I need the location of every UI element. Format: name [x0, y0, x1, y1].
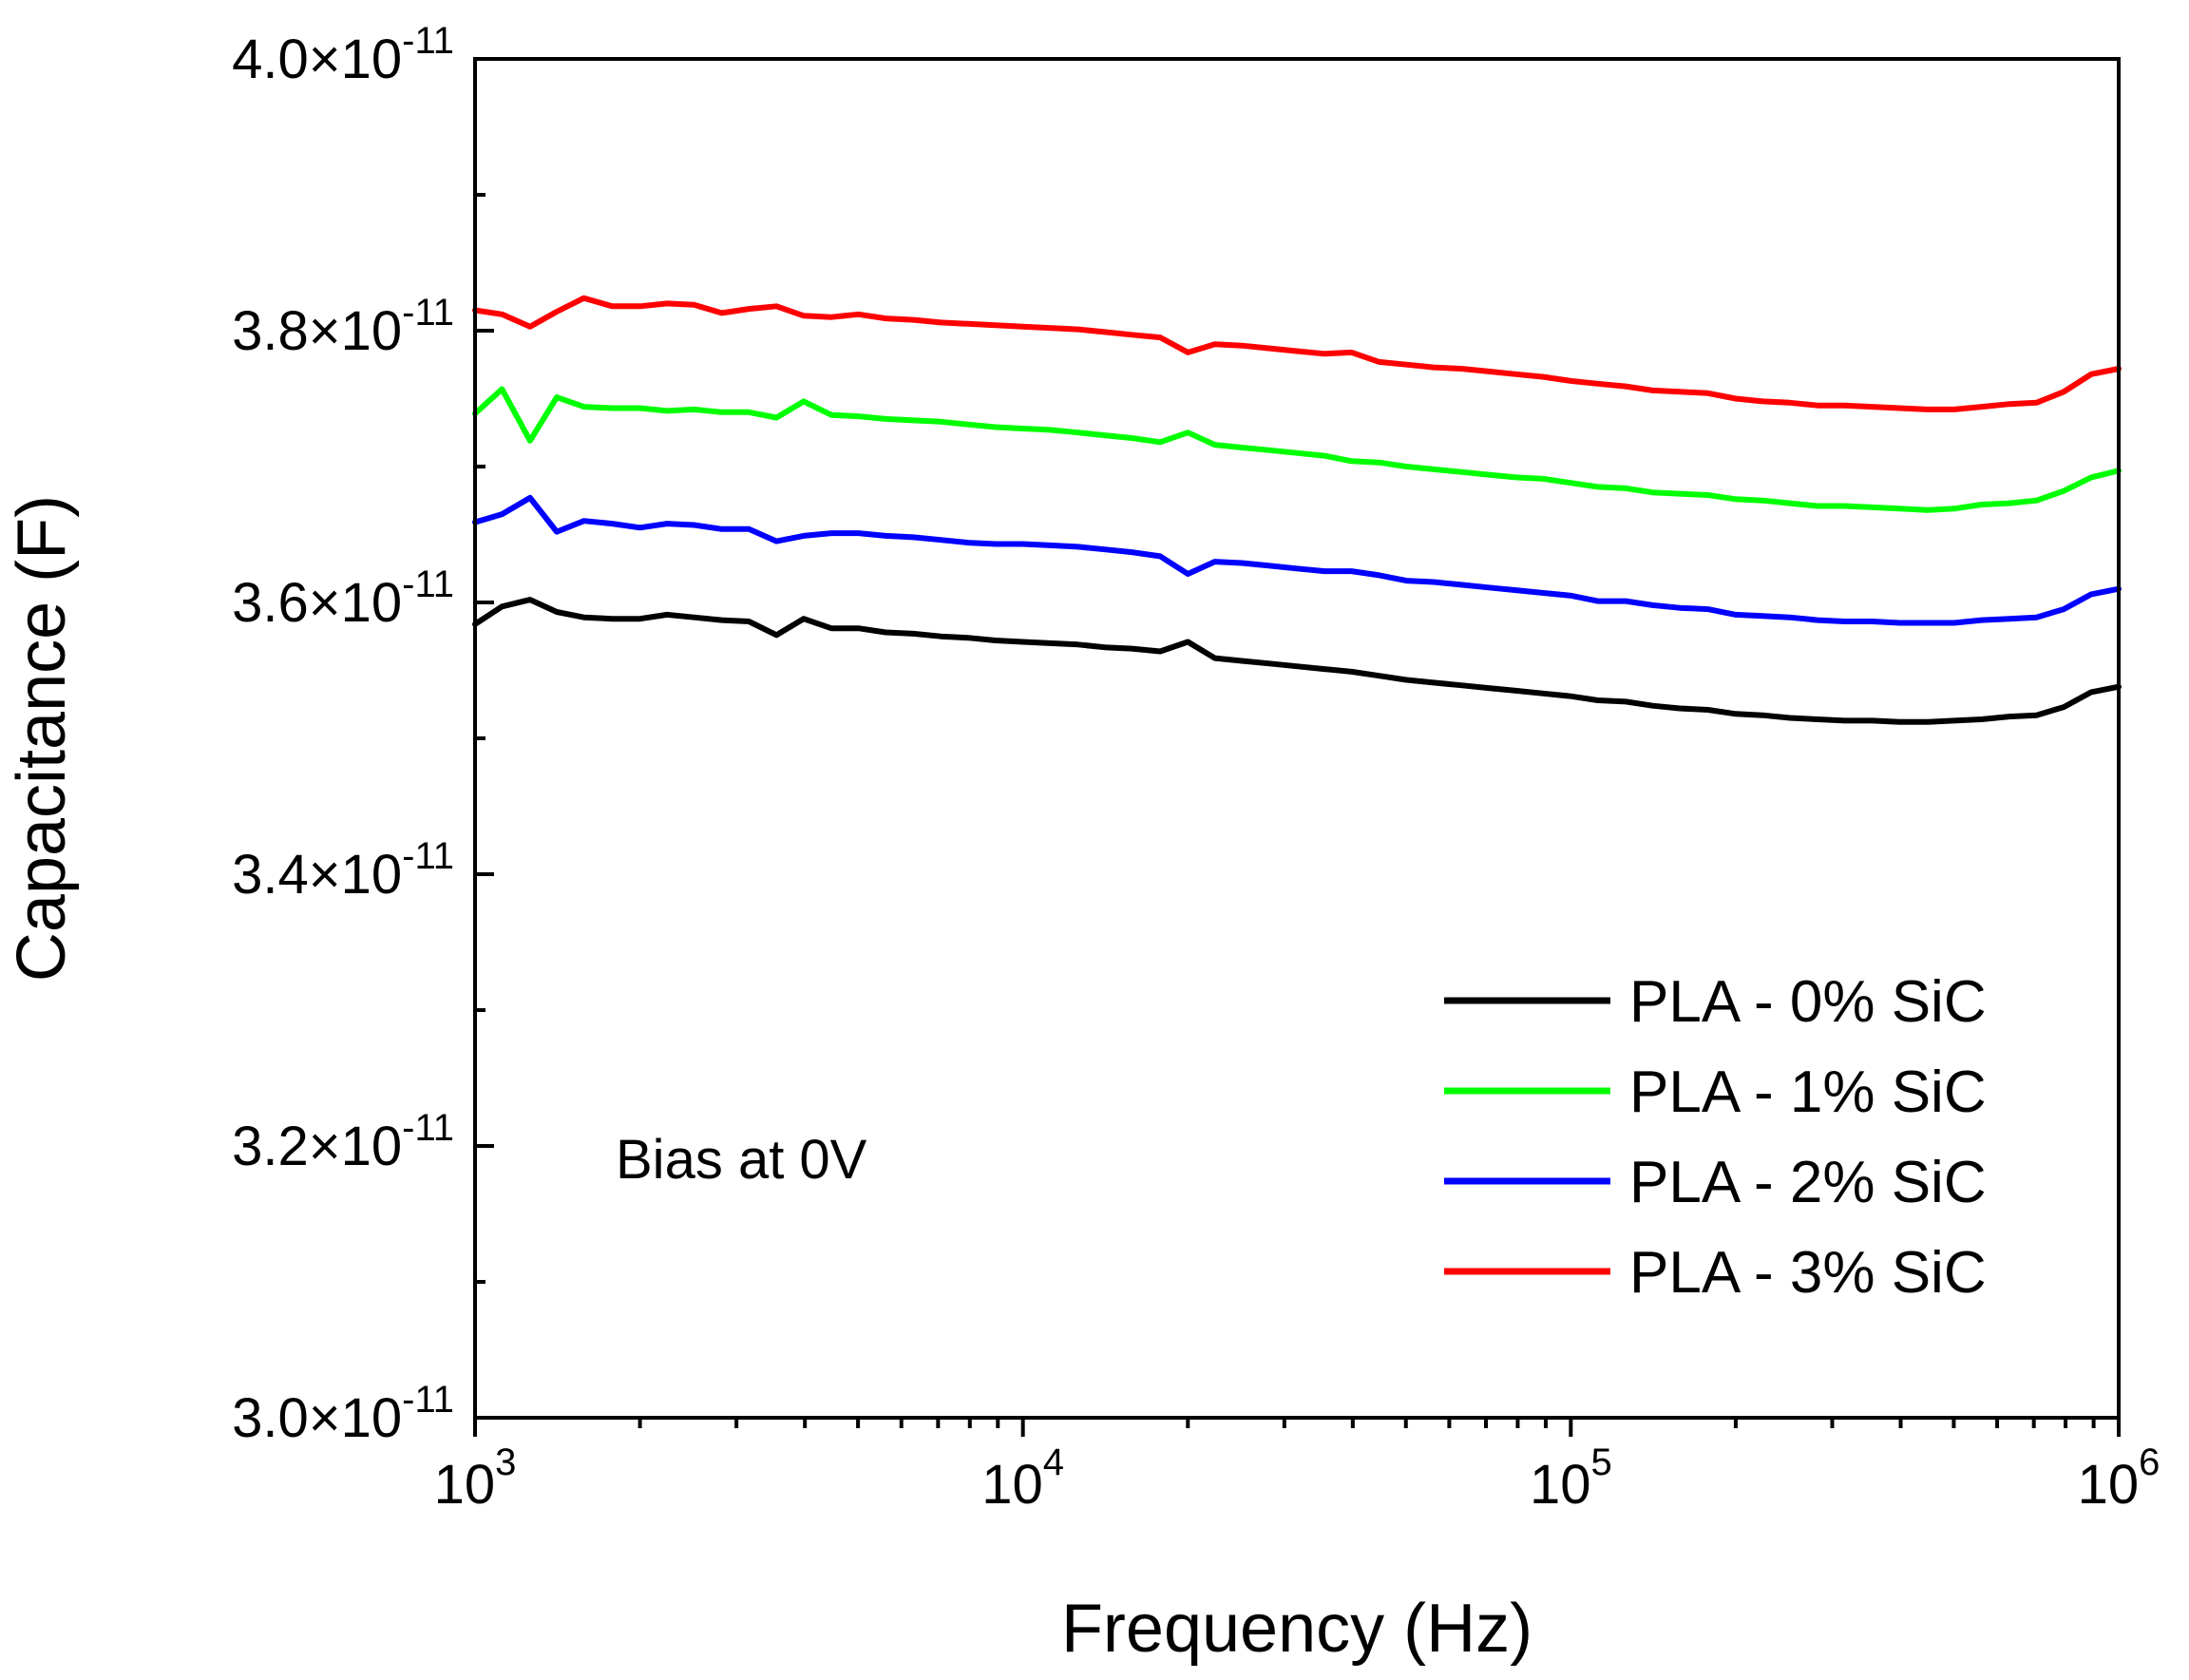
- x-tick-label-3: 106: [2078, 1441, 2160, 1516]
- legend: PLA - 0% SiC PLA - 1% SiC PLA - 2% SiC PLA …: [1444, 969, 1987, 1306]
- series-layer: [472, 295, 2122, 725]
- y-tick-label-2: 3.4×10-11: [232, 835, 454, 906]
- bias-annotation: Bias at 0V: [616, 1129, 867, 1191]
- y-tick-label-1: 3.2×10-11: [232, 1107, 454, 1177]
- series-line-2: [472, 494, 2122, 626]
- x-tick-label-0: 103: [434, 1441, 517, 1516]
- legend-label-0: PLA - 0% SiC: [1629, 969, 1987, 1035]
- annotation-layer: Bias at 0V: [616, 1129, 867, 1191]
- y-axis-title: Capacitance (F): [4, 495, 80, 982]
- legend-label-1: PLA - 1% SiC: [1629, 1060, 1987, 1125]
- tick-layer: 3.0×10-11 3.2×10-11 3.4×10-11 3.6×10-11 3.8×…: [232, 20, 2160, 1516]
- y-tick-label-4: 3.8×10-11: [232, 292, 454, 362]
- legend-label-3: PLA - 3% SiC: [1629, 1240, 1987, 1306]
- series-line-0: [472, 597, 2122, 725]
- x-axis-title: Frequency (Hz): [1061, 1591, 1532, 1667]
- y-tick-label-0: 3.0×10-11: [232, 1379, 454, 1449]
- series-line-1: [472, 386, 2122, 513]
- series-line-3: [472, 295, 2122, 412]
- x-tick-label-1: 104: [981, 1441, 1064, 1516]
- y-tick-label-3: 3.6×10-11: [232, 563, 454, 634]
- legend-label-2: PLA - 2% SiC: [1629, 1150, 1987, 1215]
- x-tick-label-2: 105: [1530, 1441, 1612, 1516]
- y-tick-label-5: 4.0×10-11: [232, 20, 454, 90]
